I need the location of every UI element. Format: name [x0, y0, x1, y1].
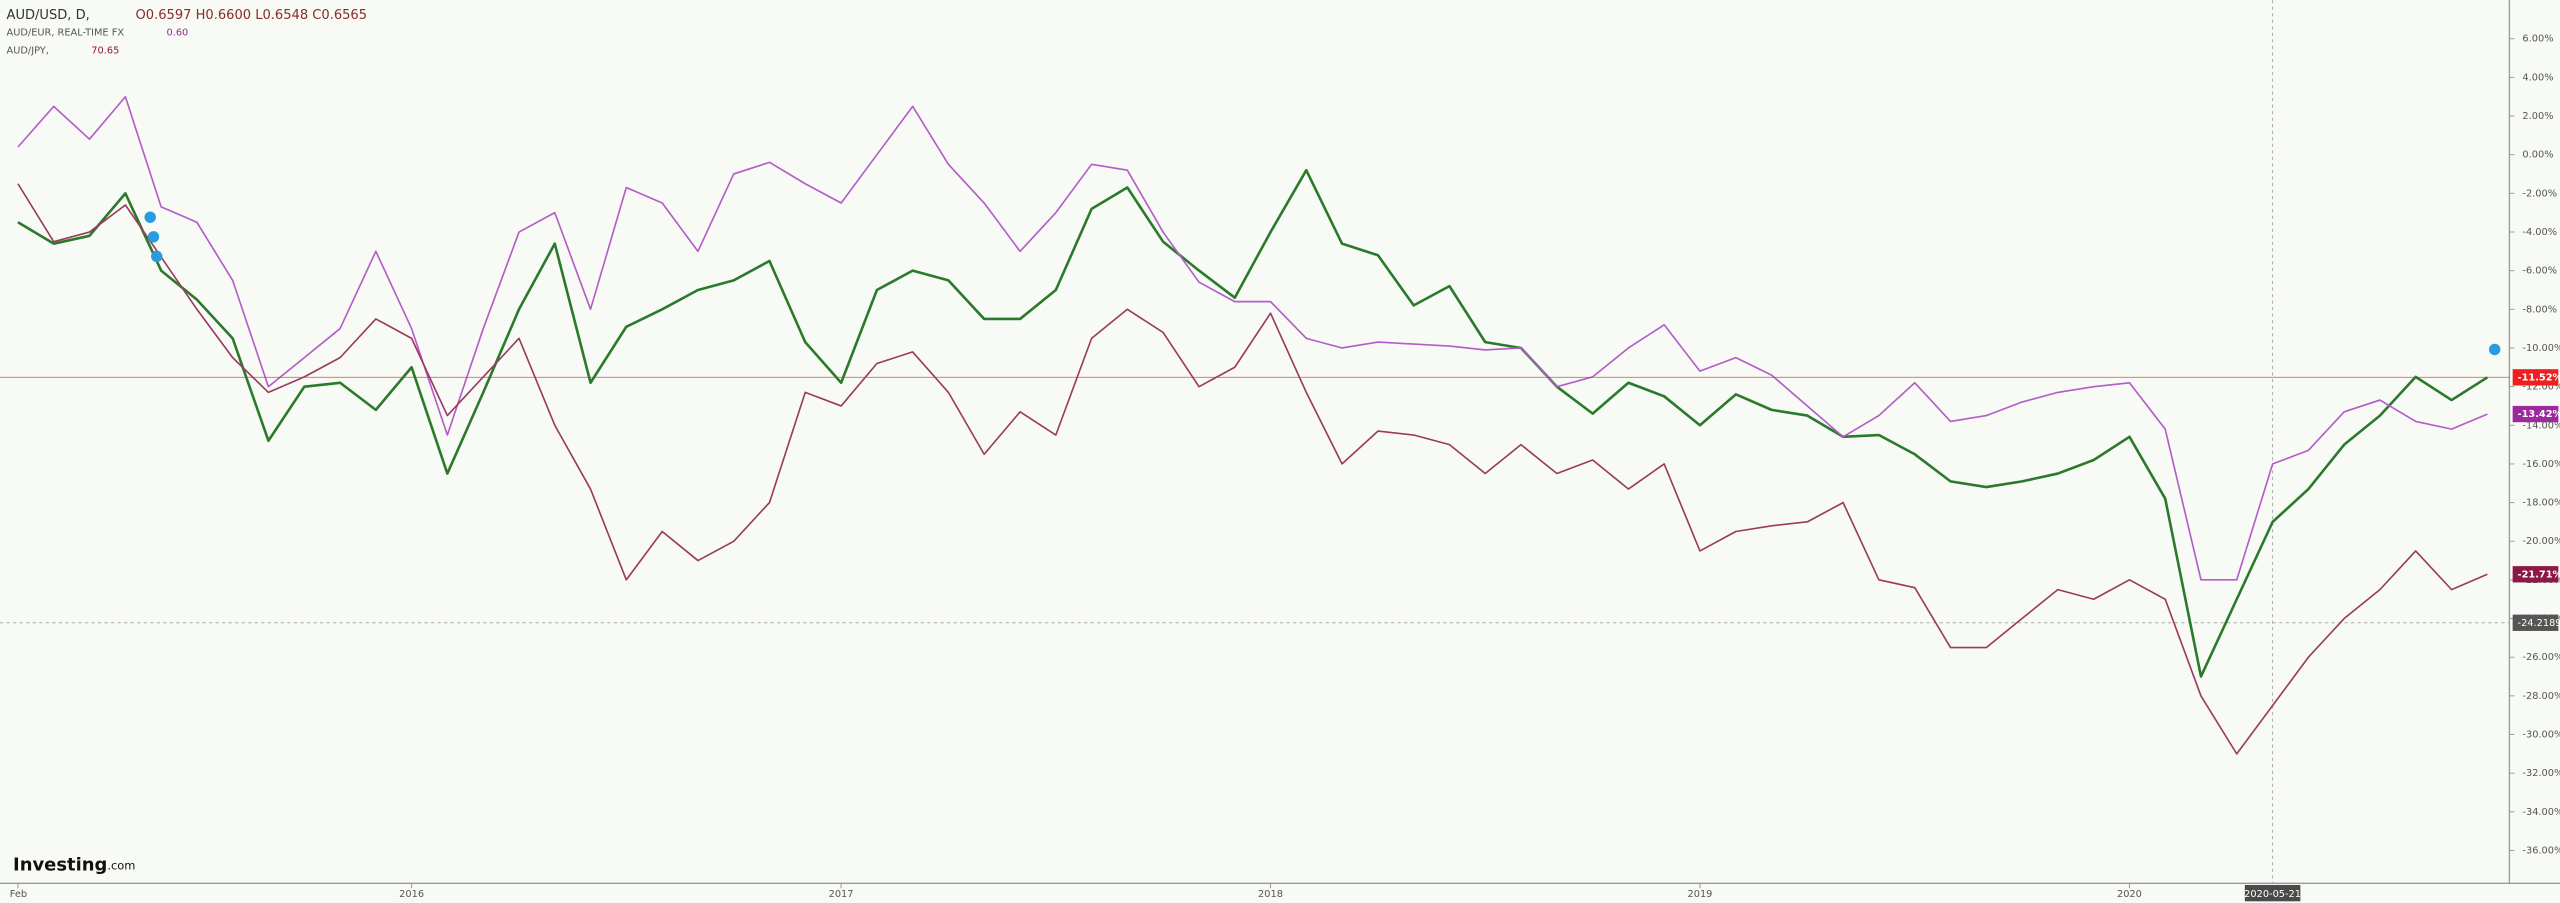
x-tick-label: 2018 [1258, 889, 1283, 900]
legend-entry: AUD/EUR, REAL-TIME FX 0.60 [7, 28, 189, 39]
x-tick-label: 2016 [399, 889, 424, 900]
crosshair-value-box [2512, 614, 2559, 631]
y-tick-label: -12.00% [2522, 382, 2560, 393]
price-label: -11.52% [2518, 372, 2560, 383]
legend-name: AUD/EUR, REAL-TIME FX [7, 28, 125, 39]
x-tick-label: 2020 [2117, 889, 2142, 900]
legend-entry: AUD/JPY, 70.65 [7, 46, 120, 57]
crosshair-value-label: -24.2189 [2518, 618, 2560, 629]
y-tick-label: -8.00% [2522, 304, 2557, 315]
legend-name: AUD/JPY, [7, 46, 49, 57]
price-label: -21.71% [2518, 569, 2560, 580]
y-tick-label: -30.00% [2522, 730, 2560, 741]
x-tick-label: 2019 [1688, 889, 1713, 900]
y-tick-label: -10.00% [2522, 343, 2560, 354]
legend: AUD/USD, D, O0.6597 H0.6600 L0.6548 C0.65… [7, 7, 368, 56]
legend-quote: 70.65 [91, 46, 119, 57]
y-tick-label: -36.00% [2522, 845, 2560, 856]
y-tick-label: -32.00% [2522, 768, 2560, 779]
price-label-box [2512, 405, 2559, 423]
y-tick-label: 6.00% [2522, 34, 2553, 45]
event-marker[interactable] [147, 231, 160, 243]
legend-name: AUD/USD, D, [7, 7, 90, 22]
y-tick-label: -28.00% [2522, 691, 2560, 702]
crosshair-date-box [2244, 884, 2301, 902]
brand-name: Investing [13, 854, 107, 875]
y-tick-label: -34.00% [2522, 807, 2560, 818]
legend-quote: 0.60 [167, 28, 189, 39]
price-label-box [2512, 369, 2559, 386]
price-label: -13.42% [2518, 409, 2560, 420]
event-marker[interactable] [151, 250, 163, 263]
y-tick-label: -14.00% [2522, 420, 2560, 431]
event-marker[interactable] [144, 211, 156, 223]
x-tick-label: 2017 [829, 889, 854, 900]
x-tick-label: 2020-05-21 [2244, 889, 2301, 900]
y-tick-label: -4.00% [2522, 227, 2557, 238]
legend-quote: O0.6597 H0.6600 L0.6548 C0.6565 [136, 7, 368, 22]
y-tick-label: 4.00% [2522, 72, 2553, 83]
price-label-box [2512, 566, 2559, 583]
brand: Investing.com [13, 854, 135, 875]
series-line [17, 168, 2489, 678]
brand-suffix: .com [107, 858, 135, 872]
x-tick-label: Feb [10, 889, 27, 900]
y-tick-label: 0.00% [2522, 150, 2553, 161]
y-tick-label: -20.00% [2522, 536, 2560, 547]
y-tick-label: -26.00% [2522, 652, 2560, 663]
y-tick-label: -18.00% [2522, 498, 2560, 509]
legend-entry: AUD/USD, D, O0.6597 H0.6600 L0.6548 C0.65… [7, 7, 368, 22]
y-tick-label: -6.00% [2522, 266, 2557, 277]
event-marker[interactable] [2488, 343, 2501, 356]
y-tick-label: 2.00% [2522, 111, 2553, 122]
series-line [17, 95, 2488, 581]
y-tick-label: -2.00% [2522, 188, 2557, 199]
y-tick-label: -16.00% [2522, 459, 2560, 470]
